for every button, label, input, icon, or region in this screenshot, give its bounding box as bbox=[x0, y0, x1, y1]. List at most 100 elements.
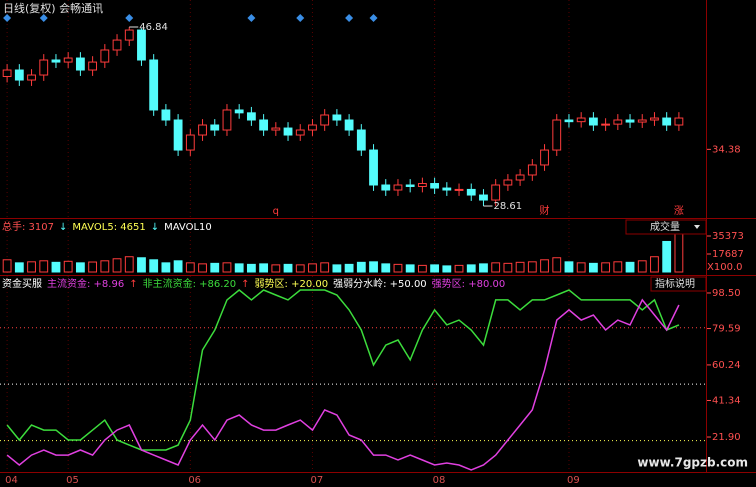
volume-bar bbox=[503, 262, 513, 273]
volume-bar bbox=[405, 264, 415, 273]
candle-body bbox=[662, 117, 672, 126]
indicator-button[interactable] bbox=[625, 219, 707, 235]
candle-body bbox=[540, 149, 549, 166]
volume-bar bbox=[430, 264, 440, 273]
candle-body bbox=[173, 119, 183, 151]
x-tick-label: 04 bbox=[5, 475, 18, 486]
candle-body bbox=[527, 164, 537, 176]
volume-bar bbox=[381, 263, 391, 273]
volume-bar bbox=[650, 256, 659, 273]
candle-body bbox=[124, 29, 134, 41]
candle-body bbox=[88, 61, 98, 71]
candle-body bbox=[613, 119, 623, 125]
candle-body bbox=[75, 57, 85, 71]
candle-body bbox=[442, 187, 452, 191]
candle-body bbox=[564, 119, 574, 123]
volume-bar bbox=[259, 263, 269, 273]
event-marker: 财 bbox=[540, 204, 550, 217]
volume-bar bbox=[369, 261, 378, 273]
y-tick-label: 98.50 bbox=[712, 288, 741, 299]
candle-body bbox=[515, 174, 525, 181]
header-item: 总手: 3107 bbox=[2, 220, 54, 233]
header-item: 非主流资金: +86.20 bbox=[143, 277, 237, 290]
signal-marker bbox=[247, 14, 256, 22]
candle-body bbox=[149, 59, 159, 111]
candle-body bbox=[295, 129, 305, 136]
candle-body bbox=[356, 129, 366, 151]
x-tick-label: 09 bbox=[567, 475, 580, 486]
candle-body bbox=[552, 119, 562, 151]
candle-body bbox=[430, 183, 440, 189]
volume-bar bbox=[417, 264, 427, 273]
candle-body bbox=[185, 134, 195, 151]
dropdown-arrow[interactable] bbox=[694, 225, 700, 229]
volume-bar bbox=[479, 263, 488, 273]
volume-bar bbox=[552, 257, 562, 273]
volume-bar bbox=[625, 261, 635, 273]
volume-bar bbox=[124, 256, 134, 273]
volume-bar bbox=[576, 262, 586, 273]
candle-body bbox=[405, 184, 415, 187]
y-tick-label: 60.24 bbox=[712, 360, 741, 371]
candle-body bbox=[246, 112, 256, 121]
candle-body bbox=[137, 29, 146, 61]
volume-bar bbox=[88, 261, 98, 273]
candle-body bbox=[417, 183, 427, 187]
candle-body bbox=[259, 119, 269, 131]
volume-bar bbox=[2, 259, 12, 273]
x-tick-label: 08 bbox=[433, 475, 446, 486]
volume-bar bbox=[198, 263, 207, 273]
header-item: 强弱分水岭: +50.00 bbox=[333, 277, 427, 290]
header-item: MAVOL10 bbox=[164, 222, 212, 233]
chart-title: 日线(复权) 会畅通讯 bbox=[3, 1, 103, 15]
indicator-line bbox=[6, 298, 680, 471]
volume-bar bbox=[149, 259, 159, 273]
candle-body bbox=[112, 39, 122, 51]
indicator-header: 总手: 3107 ↓ MAVOL5: 4651 ↓ MAVOL10 bbox=[2, 220, 212, 233]
event-marker: q bbox=[273, 206, 279, 217]
x-tick-label: 05 bbox=[66, 475, 79, 486]
volume-bar bbox=[63, 260, 73, 273]
max-label: 46.84 bbox=[139, 22, 168, 33]
indicator-header: 资金买服 主流资金: +8.96 ↑ 非主流资金: +86.20 ↑ 弱势区: +20.0… bbox=[2, 277, 505, 290]
volume-bar bbox=[540, 259, 549, 273]
signal-marker bbox=[3, 14, 12, 22]
candle-body bbox=[674, 117, 684, 126]
volume-bar bbox=[283, 263, 293, 273]
signal-marker bbox=[39, 14, 48, 22]
candle-body bbox=[344, 119, 354, 131]
candle-body bbox=[271, 127, 281, 131]
volume-bar bbox=[308, 263, 317, 273]
candle-body bbox=[198, 124, 207, 136]
volume-bar bbox=[393, 263, 403, 273]
header-item: ↑ bbox=[241, 279, 249, 290]
indicator-button-label[interactable]: 成交量 bbox=[650, 220, 680, 233]
candle-body bbox=[637, 119, 647, 123]
volume-bar bbox=[344, 263, 354, 273]
candle-body bbox=[100, 49, 110, 63]
volume-bar bbox=[454, 264, 464, 273]
volume-bar bbox=[320, 262, 330, 273]
volume-bar bbox=[161, 262, 171, 273]
volume-bar bbox=[466, 264, 476, 273]
volume-bar bbox=[662, 240, 672, 273]
candle-body bbox=[210, 124, 220, 131]
volume-bar bbox=[39, 260, 49, 273]
candle-body bbox=[503, 179, 513, 186]
volume-bar bbox=[271, 264, 281, 273]
header-item: MAVOL5: 4651 bbox=[72, 222, 145, 233]
unit-label: X100.0 bbox=[707, 262, 742, 273]
volume-bar bbox=[356, 261, 366, 273]
candle-body bbox=[650, 117, 659, 121]
help-button-label[interactable]: 指标说明 bbox=[655, 277, 695, 290]
signal-marker bbox=[369, 14, 378, 22]
help-button[interactable] bbox=[650, 276, 707, 292]
candle-body bbox=[161, 109, 171, 121]
y-tick-label: 41.34 bbox=[712, 395, 741, 406]
candle-body bbox=[14, 69, 24, 81]
volume-bar bbox=[100, 260, 110, 273]
candle-body bbox=[479, 194, 488, 201]
